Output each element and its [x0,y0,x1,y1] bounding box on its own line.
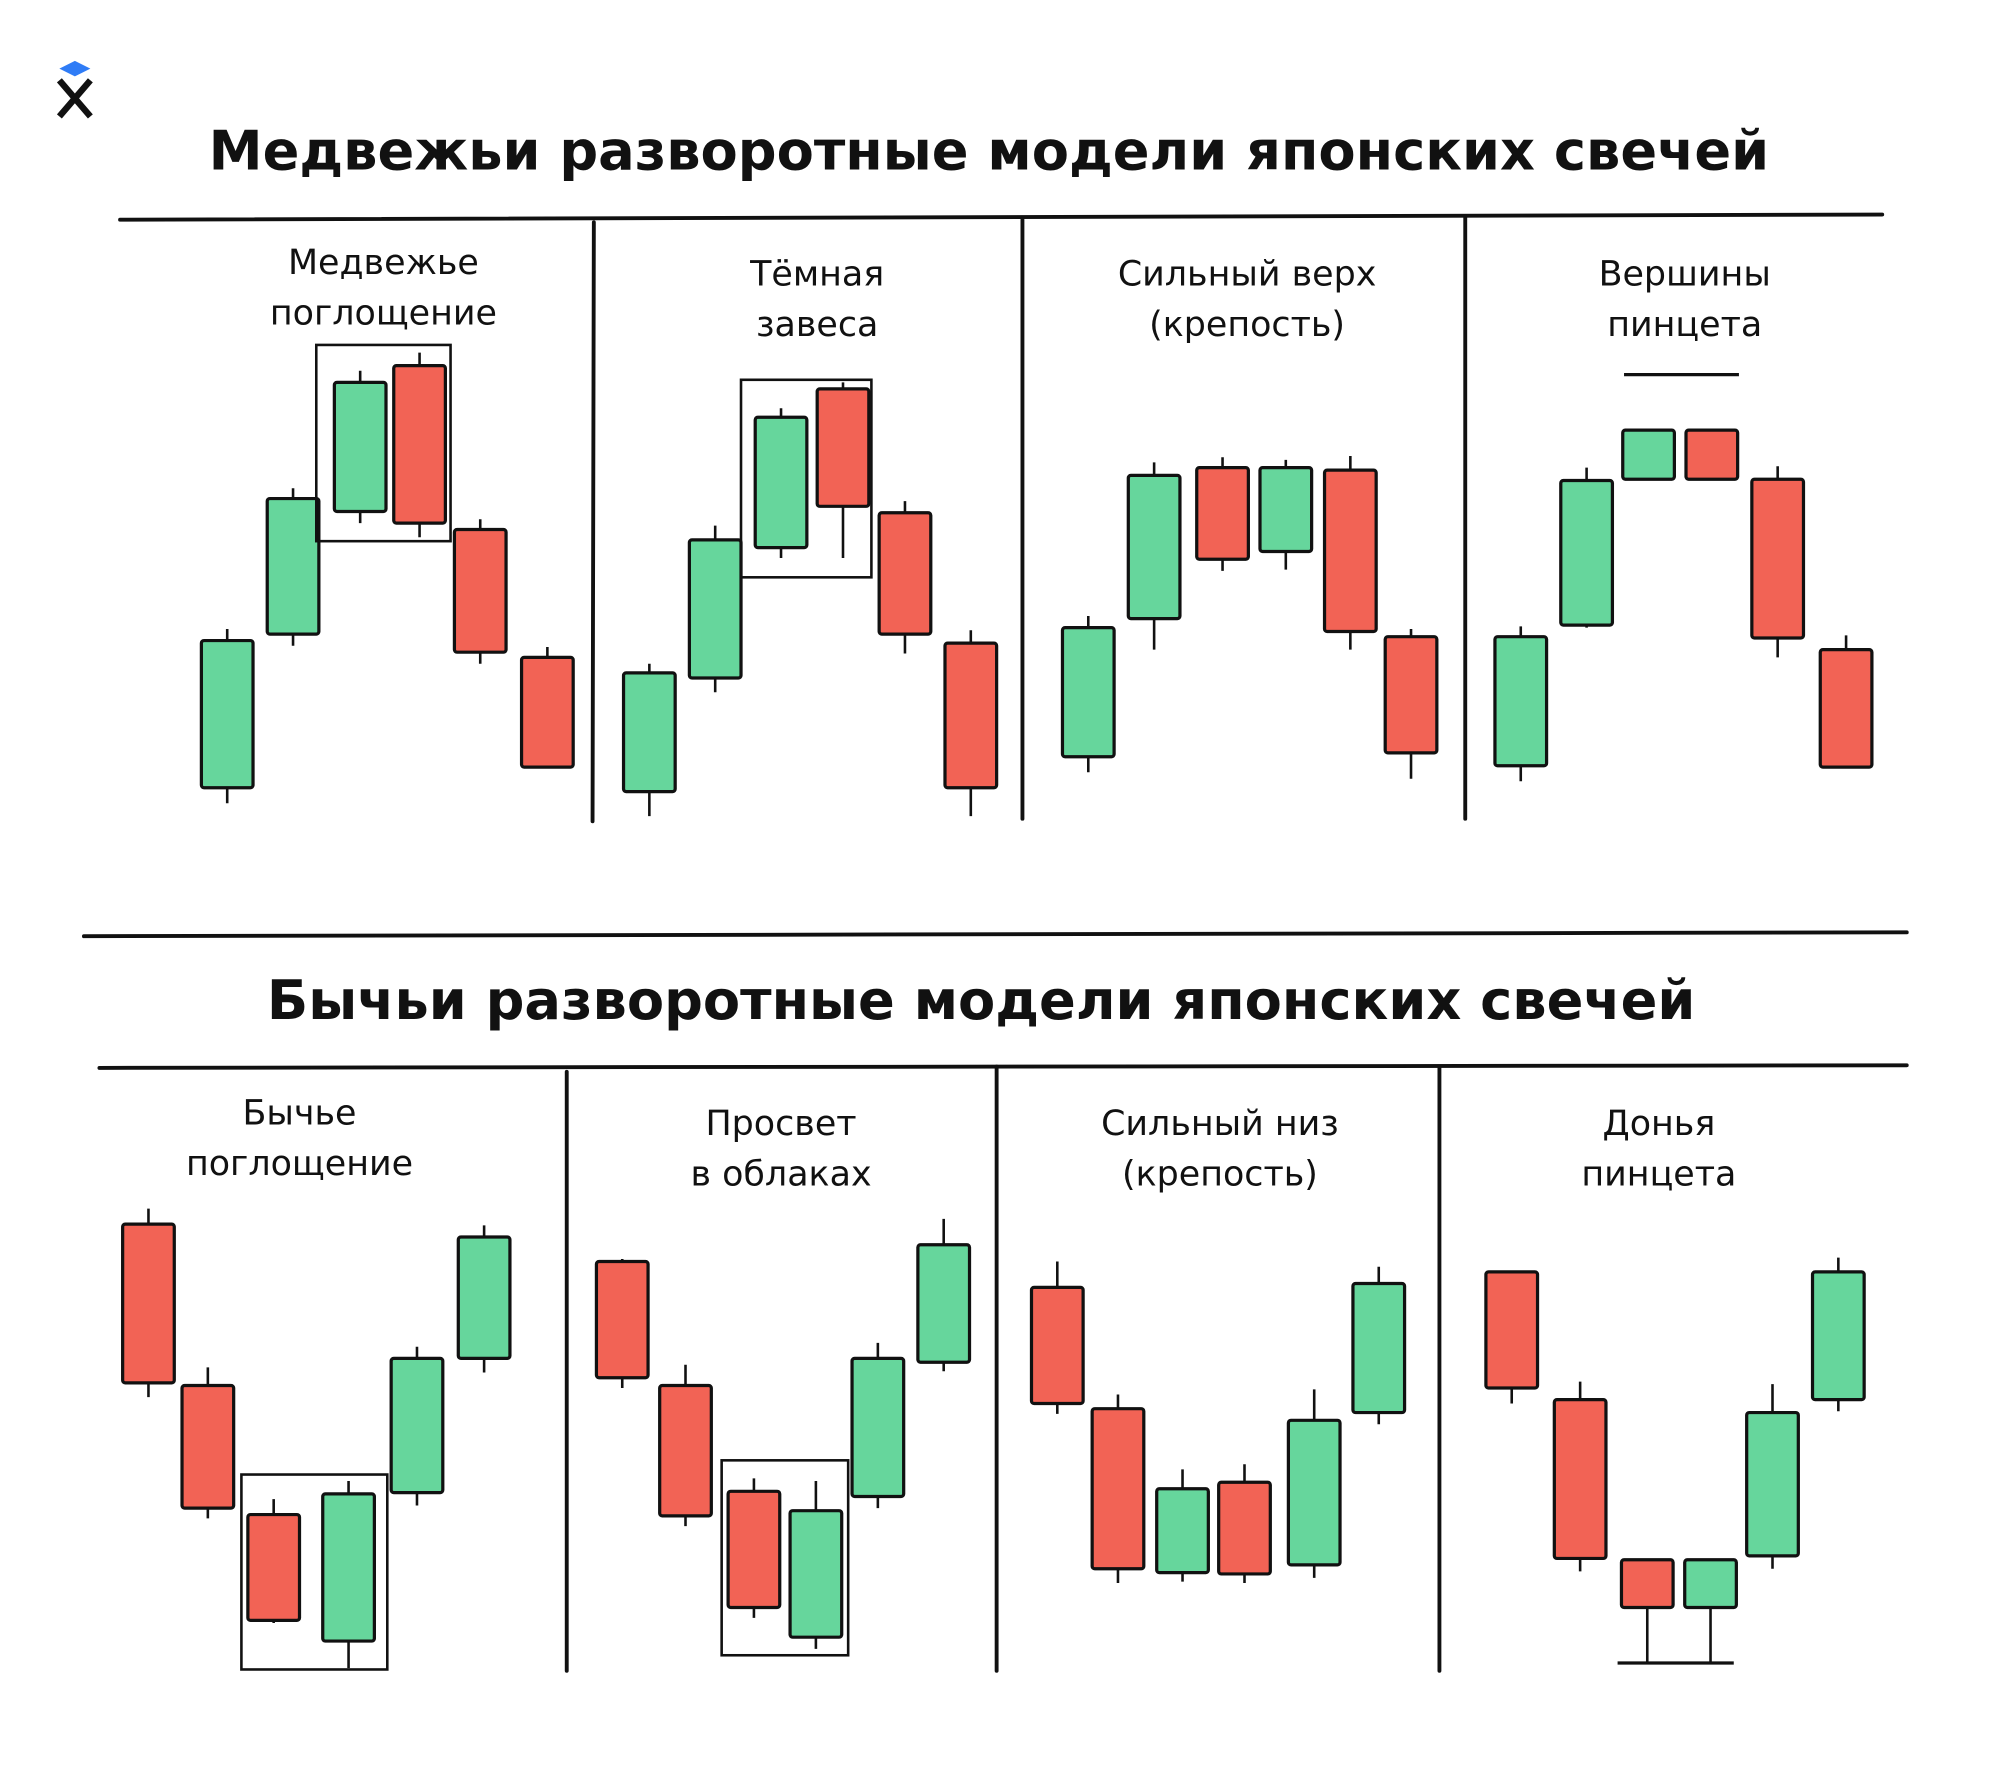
candle-body [1155,1487,1210,1575]
pattern-label: Тёмная [749,255,884,295]
section-title: Бычьи разворотные модели японских свечей [267,969,1695,1032]
candle-body [1683,1558,1738,1610]
candle-body [199,638,255,790]
pattern-label: Медвежье [288,243,479,283]
pattern-label: в облаках [691,1154,872,1194]
logo-x [56,78,93,119]
candle-body [1493,635,1549,768]
pattern-label: Донья [1602,1104,1715,1144]
candle-body [1619,1558,1675,1610]
pattern-label: Просвет [705,1104,856,1144]
dividers [81,212,1909,1673]
candle-body [1322,468,1378,634]
candle-body [1621,428,1676,481]
candle-body [726,1489,782,1610]
candle-body [1818,647,1874,769]
candle-body [121,1222,176,1385]
candle-body [1029,1285,1085,1406]
candle-body [1383,635,1439,755]
pattern-label: (крепость) [1149,305,1345,345]
pattern-label: пинцета [1607,305,1762,345]
candle-body [1351,1281,1407,1415]
pattern-frame [720,1459,850,1657]
candle-body [943,641,999,790]
candle-body [916,1243,972,1364]
labels: Медвежье поглощение Тёмная завеса Сильный ве… [186,243,1771,1194]
candle-body [1745,1410,1800,1558]
pattern-frame [240,1473,389,1671]
pattern-label: Сильный низ [1101,1104,1339,1144]
divider [97,1063,1909,1070]
candle-body [1810,1270,1866,1402]
candle-body [815,387,871,508]
candle-body [452,527,508,654]
pattern-frame [739,378,873,579]
candles [121,343,1874,1671]
candle-body [389,1356,445,1495]
pattern-label: Вершины [1599,255,1771,295]
candle-body [321,1492,376,1643]
section-title: Медвежьи разворотные модели японских све… [209,119,1769,182]
divider [81,930,1909,939]
pattern-frame [314,343,452,543]
candle-body [332,380,388,514]
candle-body [1258,465,1314,554]
candle-body [1090,1407,1146,1571]
candle-body [1684,428,1740,481]
candle-body [265,496,321,636]
divider [590,220,596,824]
candle-body [392,363,447,525]
pattern-label: Бычье [243,1094,357,1134]
pattern-label: Сильный верх [1118,255,1377,295]
candle-body [1552,1398,1608,1561]
candle-body [1126,473,1182,621]
candle-body [519,655,575,769]
candle-body [788,1509,844,1639]
pattern-label: поглощение [270,293,497,333]
candle-body [658,1383,713,1518]
candle-body [1484,1270,1540,1390]
pattern-label: завеса [756,305,878,345]
candle-body [1195,465,1250,561]
pattern-label: поглощение [186,1144,413,1184]
candle-body [246,1512,302,1623]
candle-body [1559,478,1615,627]
candle-body [456,1235,512,1360]
candle-body [1217,1480,1272,1576]
candle-body [621,671,677,794]
candle-body [1060,626,1116,759]
candle-body [594,1259,650,1380]
candle-body [850,1356,906,1499]
candle-body [687,538,743,680]
pattern-label: пинцета [1581,1154,1736,1194]
candle-body [877,511,933,636]
candle-body [753,415,809,550]
pattern-label: (крепость) [1122,1154,1318,1194]
candle-body [1750,477,1806,640]
candle-body [180,1383,236,1510]
candle-body [1286,1418,1342,1567]
divider [118,212,1885,222]
